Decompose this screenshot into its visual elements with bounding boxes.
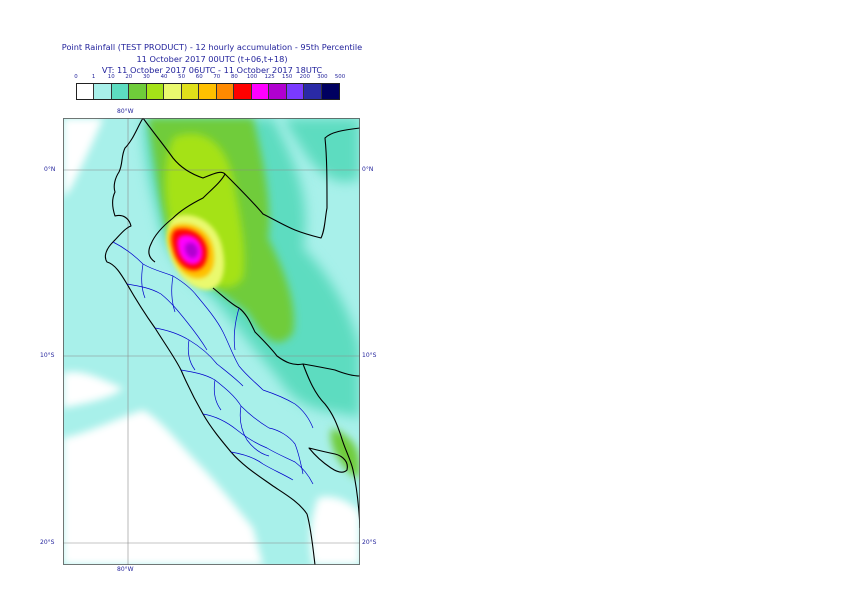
legend-threshold-label: 100 bbox=[246, 74, 258, 80]
lon-label-top: 80°W bbox=[117, 108, 134, 115]
legend-swatch bbox=[146, 84, 165, 99]
legend-threshold-label: 0 bbox=[74, 74, 78, 80]
legend-threshold-label: 125 bbox=[264, 74, 275, 80]
lon-label-bottom: 80°W bbox=[117, 566, 134, 573]
legend-swatch bbox=[321, 84, 340, 99]
legend-threshold-label: 50 bbox=[178, 74, 186, 80]
administrative-region-borders bbox=[112, 241, 314, 485]
title-line-1: Point Rainfall (TEST PRODUCT) - 12 hourl… bbox=[61, 42, 363, 52]
legend-threshold-label: 500 bbox=[334, 74, 346, 80]
legend-swatch bbox=[164, 84, 182, 99]
legend-threshold-label: 150 bbox=[282, 74, 293, 80]
legend-threshold-label: 20 bbox=[125, 74, 133, 80]
map-frame bbox=[63, 118, 360, 565]
legend-threshold-label: 30 bbox=[142, 74, 150, 80]
legend-swatch bbox=[111, 84, 130, 99]
legend-swatch bbox=[286, 84, 305, 99]
legend-threshold-label: 60 bbox=[195, 74, 203, 80]
legend-threshold-label: 80 bbox=[230, 74, 238, 80]
legend-threshold-label: 10 bbox=[107, 74, 115, 80]
dry-area-ocean bbox=[63, 410, 263, 565]
dry-area-ocean-north bbox=[63, 118, 103, 198]
legend-threshold-label: 300 bbox=[317, 74, 328, 80]
legend-swatch bbox=[234, 84, 252, 99]
rainfall-band-northeast bbox=[283, 118, 360, 182]
rainfall-band-125-150 bbox=[185, 242, 198, 259]
legend-swatch bbox=[129, 84, 147, 99]
legend-swatch bbox=[94, 84, 112, 99]
lat-label-0-right: 0°N bbox=[362, 166, 374, 173]
legend-swatch bbox=[304, 84, 322, 99]
dry-area-ocean-west bbox=[63, 371, 123, 408]
legend-swatch bbox=[216, 84, 235, 99]
lat-label-10-right: 10°S bbox=[362, 352, 377, 359]
legend-threshold-label: 200 bbox=[299, 74, 310, 80]
lat-label-20-left: 20°S bbox=[40, 539, 55, 546]
lat-label-20-right: 20°S bbox=[362, 539, 377, 546]
dry-area-land-southeast bbox=[310, 496, 360, 565]
title-block: Point Rainfall (TEST PRODUCT) - 12 hourl… bbox=[0, 42, 424, 77]
legend-swatch bbox=[77, 84, 95, 99]
lat-lon-gridlines bbox=[63, 118, 360, 565]
lat-label-0-left: 0°N bbox=[44, 166, 56, 173]
lat-label-10-left: 10°S bbox=[40, 352, 55, 359]
legend-color-bar bbox=[76, 83, 340, 100]
legend-swatch bbox=[251, 84, 270, 99]
rainfall-band-east bbox=[330, 428, 360, 478]
legend-threshold-label: 1 bbox=[91, 74, 96, 80]
legend-threshold-label: 70 bbox=[213, 74, 221, 80]
legend-threshold-label: 40 bbox=[160, 74, 168, 80]
legend-swatch bbox=[269, 84, 287, 99]
legend-swatch bbox=[199, 84, 217, 99]
legend-swatch bbox=[181, 84, 200, 99]
title-line-3: VT: 11 October 2017 06UTC - 11 October 2… bbox=[101, 65, 323, 76]
map-svg bbox=[63, 118, 360, 565]
rainfall-map bbox=[63, 118, 360, 565]
title-line-2: 11 October 2017 00UTC (t+06,t+18) bbox=[136, 53, 288, 64]
